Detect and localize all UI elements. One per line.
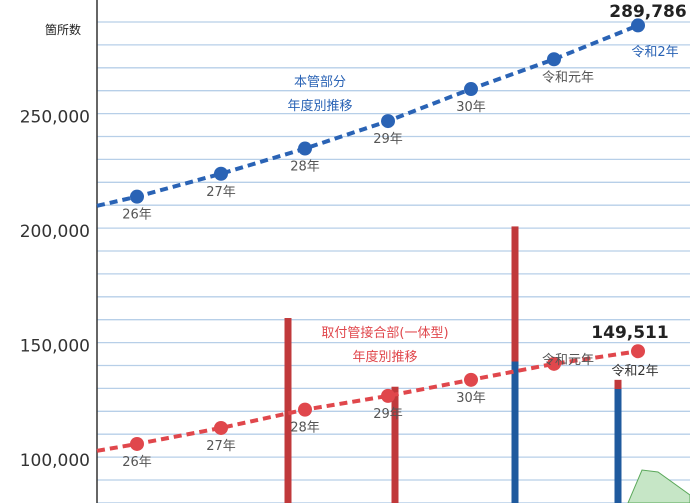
data-point: [381, 388, 395, 403]
series-path: [96, 349, 639, 453]
bar: [391, 386, 399, 503]
data-point: [464, 82, 478, 97]
point-year-label: 29年: [373, 407, 403, 422]
data-point: [298, 141, 312, 156]
end-value-label: 149,511: [591, 323, 668, 343]
y-tick-label: 150,000: [20, 337, 90, 357]
point-year-label: 令和元年: [542, 70, 594, 85]
data-point: [631, 18, 645, 33]
point-year-label: 26年: [122, 455, 152, 470]
series-annotation: 取付管接合部(一体型): [321, 325, 448, 341]
data-point: [298, 402, 312, 417]
bars: [284, 226, 622, 503]
data-point: [130, 436, 144, 451]
y-axis-label: 箇所数: [45, 22, 81, 37]
y-tick-label: 200,000: [20, 222, 90, 242]
point-year-label: 29年: [373, 132, 403, 147]
point-year-label: 30年: [456, 100, 486, 115]
series-path: [96, 23, 639, 208]
y-tick-label: 250,000: [20, 108, 90, 128]
data-point: [547, 52, 561, 67]
data-point: [214, 420, 228, 435]
green-area: [627, 469, 690, 503]
series-annotation: 本管部分: [294, 75, 346, 90]
data-point: [547, 356, 561, 371]
data-point: [130, 189, 144, 204]
point-year-label: 30年: [456, 391, 486, 406]
data-point: [214, 166, 228, 181]
end-year-label: 令和2年: [631, 45, 678, 60]
series: 26年27年28年29年30年令和元年289,786令和2年本管部分年度別推移2…: [96, 2, 687, 470]
data-point: [381, 114, 395, 129]
background-area: [627, 469, 690, 503]
y-tick-label: 100,000: [20, 451, 90, 471]
series-annotation: 年度別推移: [352, 349, 417, 365]
data-point: [464, 372, 478, 387]
data-point: [631, 344, 645, 359]
series-annotation: 年度別推移: [287, 98, 352, 114]
bar-lower-segment: [511, 361, 519, 503]
y-tick-labels: 100,000 150,000 200,000 250,000: [20, 108, 90, 472]
end-year-label: 令和2年: [611, 364, 658, 379]
point-year-label: 27年: [206, 185, 236, 200]
point-year-label: 27年: [206, 439, 236, 454]
end-value-label: 289,786: [609, 2, 686, 22]
series-line: 26年 27年 28年 29年 30年 令和元年 149,511 令和2年 取付管接合部(一体型…: [96, 323, 669, 470]
point-year-label: 令和元年: [542, 353, 594, 368]
bar: [284, 318, 292, 503]
point-year-label: 28年: [290, 160, 320, 175]
point-year-label: 28年: [290, 421, 320, 436]
bar-lower-segment: [614, 389, 622, 503]
point-year-label: 26年: [122, 208, 152, 223]
